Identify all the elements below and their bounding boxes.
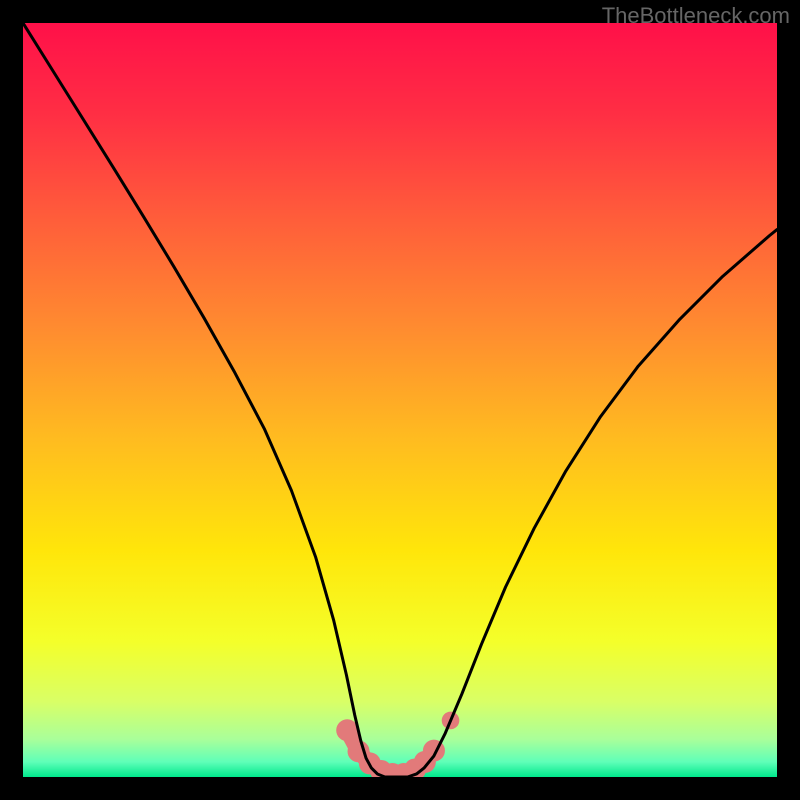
chart-stage: TheBottleneck.com bbox=[0, 0, 800, 800]
plot-svg bbox=[23, 23, 777, 777]
highlight-marker bbox=[336, 719, 358, 741]
gradient-background bbox=[23, 23, 777, 777]
watermark-text: TheBottleneck.com bbox=[602, 3, 790, 29]
plot-area bbox=[23, 23, 777, 777]
